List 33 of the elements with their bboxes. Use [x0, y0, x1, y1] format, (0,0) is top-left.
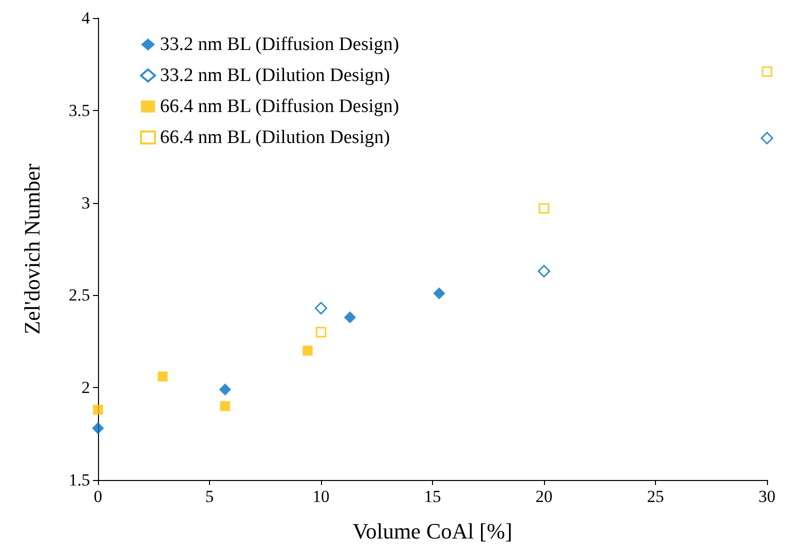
point [316, 326, 326, 338]
point [314, 302, 328, 314]
point [219, 383, 232, 396]
legend-label: 66.4 nm BL (Dilution Design) [160, 127, 390, 148]
y-tick-label: 4 [82, 8, 90, 28]
point [760, 132, 774, 144]
legend-label: 33.2 nm BL (Diffusion Design) [160, 34, 400, 55]
y-tick-label: 3 [82, 193, 90, 212]
point [158, 372, 168, 382]
point [344, 311, 356, 324]
point [220, 401, 230, 412]
point [433, 287, 446, 300]
x-tick-label: 5 [205, 487, 214, 506]
point [93, 404, 103, 415]
y-tick-label: 2 [82, 378, 90, 398]
x-axis-title: Volume CoAl [%] [352, 518, 512, 544]
y-tick-label: 3.5 [68, 100, 90, 120]
x-tick-label: 0 [94, 487, 102, 506]
point [538, 264, 550, 278]
x-tick-label: 25 [647, 487, 664, 506]
point [302, 346, 313, 356]
y-tick-label: 2.5 [68, 286, 90, 305]
x-tick-label: 30 [758, 487, 776, 506]
x-tick-label: 10 [312, 487, 330, 506]
legend-label: 66.4 nm BL (Diffusion Design) [160, 96, 400, 117]
x-tick-label: 20 [536, 487, 552, 506]
y-tick-label: 1.5 [68, 470, 90, 490]
x-tick-label: 15 [424, 487, 441, 506]
point [538, 203, 550, 214]
legend-label: 33.2 nm BL (Dilution Design) [160, 65, 390, 86]
point [762, 66, 772, 77]
point [92, 422, 104, 434]
y-axis-title: Zel'dovich Number [20, 162, 44, 334]
